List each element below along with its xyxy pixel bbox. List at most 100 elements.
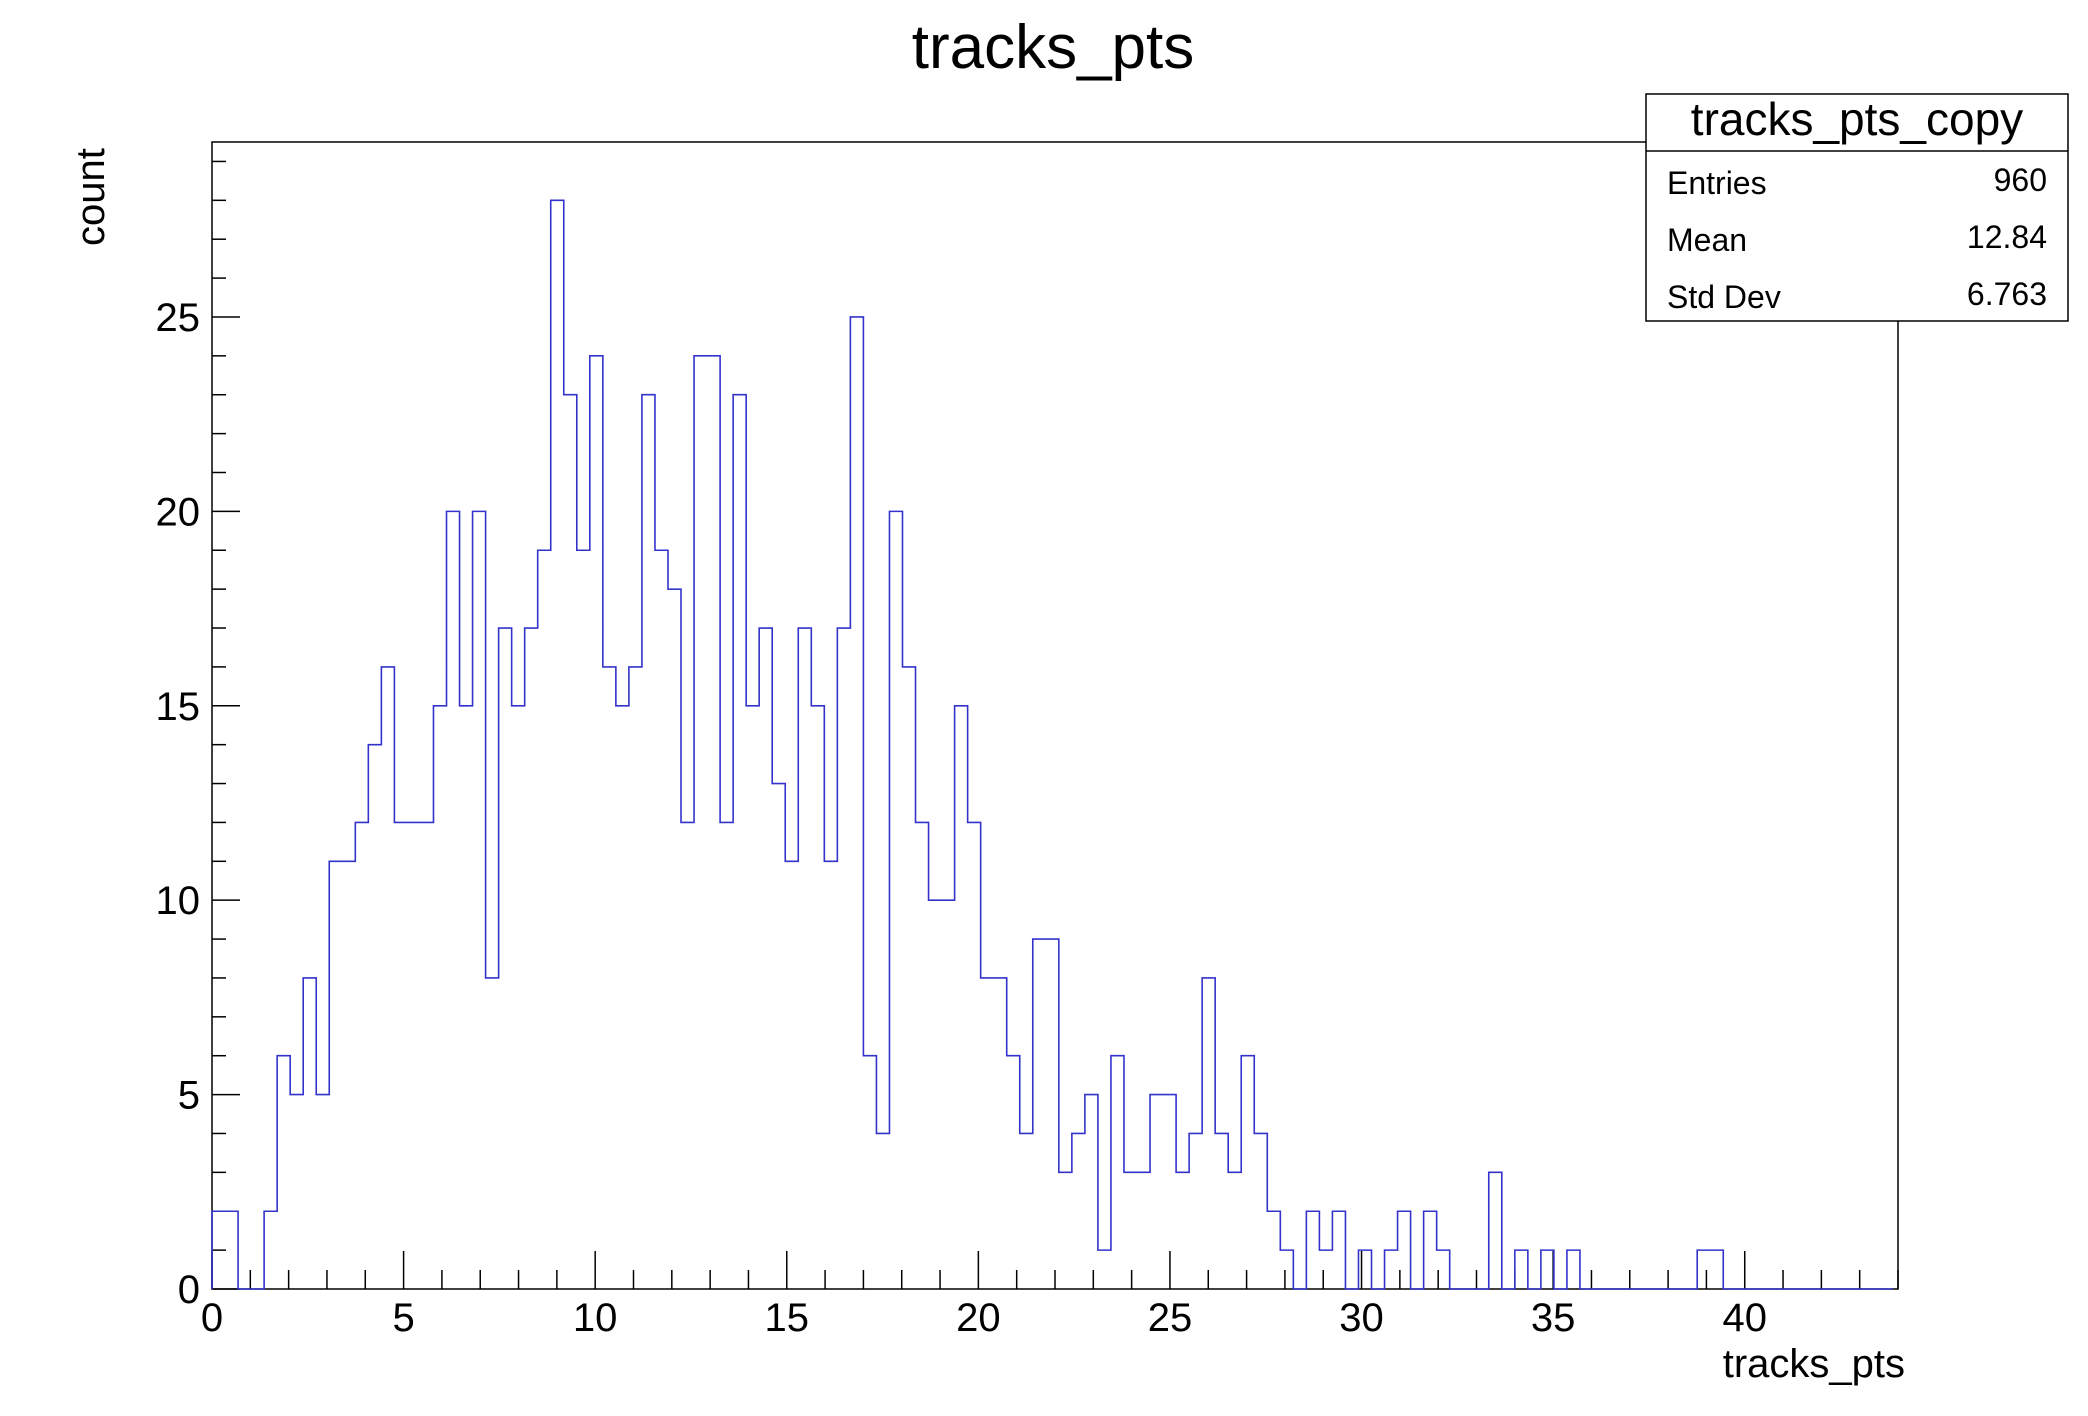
- histogram-bin: [355, 822, 368, 1289]
- histogram-bin: [1319, 1250, 1332, 1289]
- y-axis-label: count: [69, 148, 113, 246]
- histogram-bin: [629, 667, 642, 1289]
- y-tick-label: 15: [156, 685, 201, 729]
- histogram-bin: [707, 356, 720, 1289]
- histogram-bin: [668, 589, 681, 1289]
- histogram-bins: [212, 200, 1723, 1289]
- histogram-bin: [368, 745, 381, 1289]
- histogram-bin: [1007, 1056, 1020, 1289]
- histogram-bin: [811, 706, 824, 1289]
- histogram-bin: [525, 628, 538, 1289]
- histogram-bin: [329, 861, 342, 1289]
- stats-box-frame: [1645, 93, 2069, 322]
- histogram-bin: [1358, 1250, 1371, 1289]
- histogram-bin: [942, 900, 955, 1289]
- y-tick-label: 25: [156, 296, 201, 340]
- histogram-bin: [1111, 1056, 1124, 1289]
- x-tick-label: 30: [1339, 1296, 1384, 1340]
- histogram-bin: [1215, 1133, 1228, 1289]
- x-tick-label: 40: [1722, 1296, 1767, 1340]
- x-tick-label: 25: [1148, 1296, 1193, 1340]
- histogram-bin: [564, 395, 577, 1289]
- histogram-outline: [211, 199, 1893, 1290]
- histogram-bin: [473, 511, 486, 1289]
- y-ticks: 0 5 10 15 20 25: [156, 160, 240, 1312]
- histogram-bin: [225, 1211, 238, 1289]
- histogram-bin: [590, 356, 603, 1289]
- histogram-bin: [863, 1056, 876, 1289]
- histogram-bin: [1176, 1172, 1189, 1289]
- histogram-bin: [837, 628, 850, 1289]
- histogram-bin: [277, 1056, 290, 1289]
- x-axis-label: tracks_pts: [1723, 1342, 1905, 1386]
- stats-stddev-label: Std Dev: [1667, 279, 1781, 315]
- histogram-bin: [681, 822, 694, 1289]
- histogram-bin: [733, 395, 746, 1289]
- histogram-bin: [512, 706, 525, 1289]
- histogram-bin: [1241, 1056, 1254, 1289]
- x-tick-label: 10: [573, 1296, 618, 1340]
- histogram-bin: [876, 1133, 889, 1289]
- histogram-bin: [342, 861, 355, 1289]
- y-tick-label: 10: [156, 879, 201, 923]
- histogram-bin: [1385, 1250, 1398, 1289]
- histogram-bin: [1033, 939, 1046, 1289]
- histogram-bin: [1150, 1095, 1163, 1289]
- histogram-bin: [577, 550, 590, 1289]
- histogram-bin: [902, 667, 915, 1289]
- histogram-bin: [1163, 1095, 1176, 1289]
- x-tick-label: 5: [392, 1296, 414, 1340]
- histogram-bin: [850, 317, 863, 1289]
- stats-mean-label: Mean: [1667, 222, 1747, 258]
- histogram-bin: [381, 667, 394, 1289]
- x-tick-label: 0: [201, 1296, 223, 1340]
- x-tick-label: 35: [1531, 1296, 1576, 1340]
- histogram-bin: [303, 978, 316, 1289]
- histogram-bin: [642, 395, 655, 1289]
- histogram-bin: [798, 628, 811, 1289]
- stats-stddev-value: 6.763: [1967, 276, 2047, 312]
- stats-box: tracks_pts_copy Entries 960 Mean 12.84 S…: [1645, 93, 2069, 322]
- histogram-bin: [316, 1095, 329, 1289]
- histogram-bin: [1046, 939, 1059, 1289]
- x-tick-label: 20: [956, 1296, 1001, 1340]
- histogram-bin: [407, 822, 420, 1289]
- histogram-bin: [655, 550, 668, 1289]
- histogram-bin: [1124, 1172, 1137, 1289]
- stats-box-title: tracks_pts_copy: [1691, 93, 2023, 145]
- histogram-bin: [968, 822, 981, 1289]
- x-tick-label: 15: [765, 1296, 810, 1340]
- histogram-bin: [720, 822, 733, 1289]
- histogram-bin: [420, 822, 433, 1289]
- stats-mean-value: 12.84: [1967, 219, 2047, 255]
- histogram-bin: [486, 978, 499, 1289]
- histogram-bin: [1059, 1172, 1072, 1289]
- histogram-bin: [1306, 1211, 1319, 1289]
- histogram-bin: [1098, 1250, 1111, 1289]
- histogram-bin: [1398, 1211, 1411, 1289]
- y-tick-label: 0: [178, 1268, 200, 1312]
- histogram-bin: [1267, 1211, 1280, 1289]
- histogram-bin: [916, 822, 929, 1289]
- histogram-bin: [1489, 1172, 1502, 1289]
- histogram-bin: [994, 978, 1007, 1289]
- histogram-bin: [499, 628, 512, 1289]
- histogram-bin: [1424, 1211, 1437, 1289]
- histogram-bin: [394, 822, 407, 1289]
- histogram-bin: [538, 550, 551, 1289]
- histogram-bin: [759, 628, 772, 1289]
- histogram-bin: [1541, 1250, 1554, 1289]
- stats-entries-value: 960: [1994, 162, 2047, 198]
- histogram-bin: [889, 511, 902, 1289]
- histogram-bin: [1332, 1211, 1345, 1289]
- histogram-bin: [290, 1095, 303, 1289]
- histogram-bin: [824, 861, 837, 1289]
- histogram-bin: [1254, 1133, 1267, 1289]
- histogram-bin: [460, 706, 473, 1289]
- histogram-bin: [785, 861, 798, 1289]
- histogram-bin: [746, 706, 759, 1289]
- histogram-bin: [1710, 1250, 1723, 1289]
- x-ticks: 0 5 10 15 20 25 30 35 40: [201, 1251, 1899, 1340]
- histogram-bin: [603, 667, 616, 1289]
